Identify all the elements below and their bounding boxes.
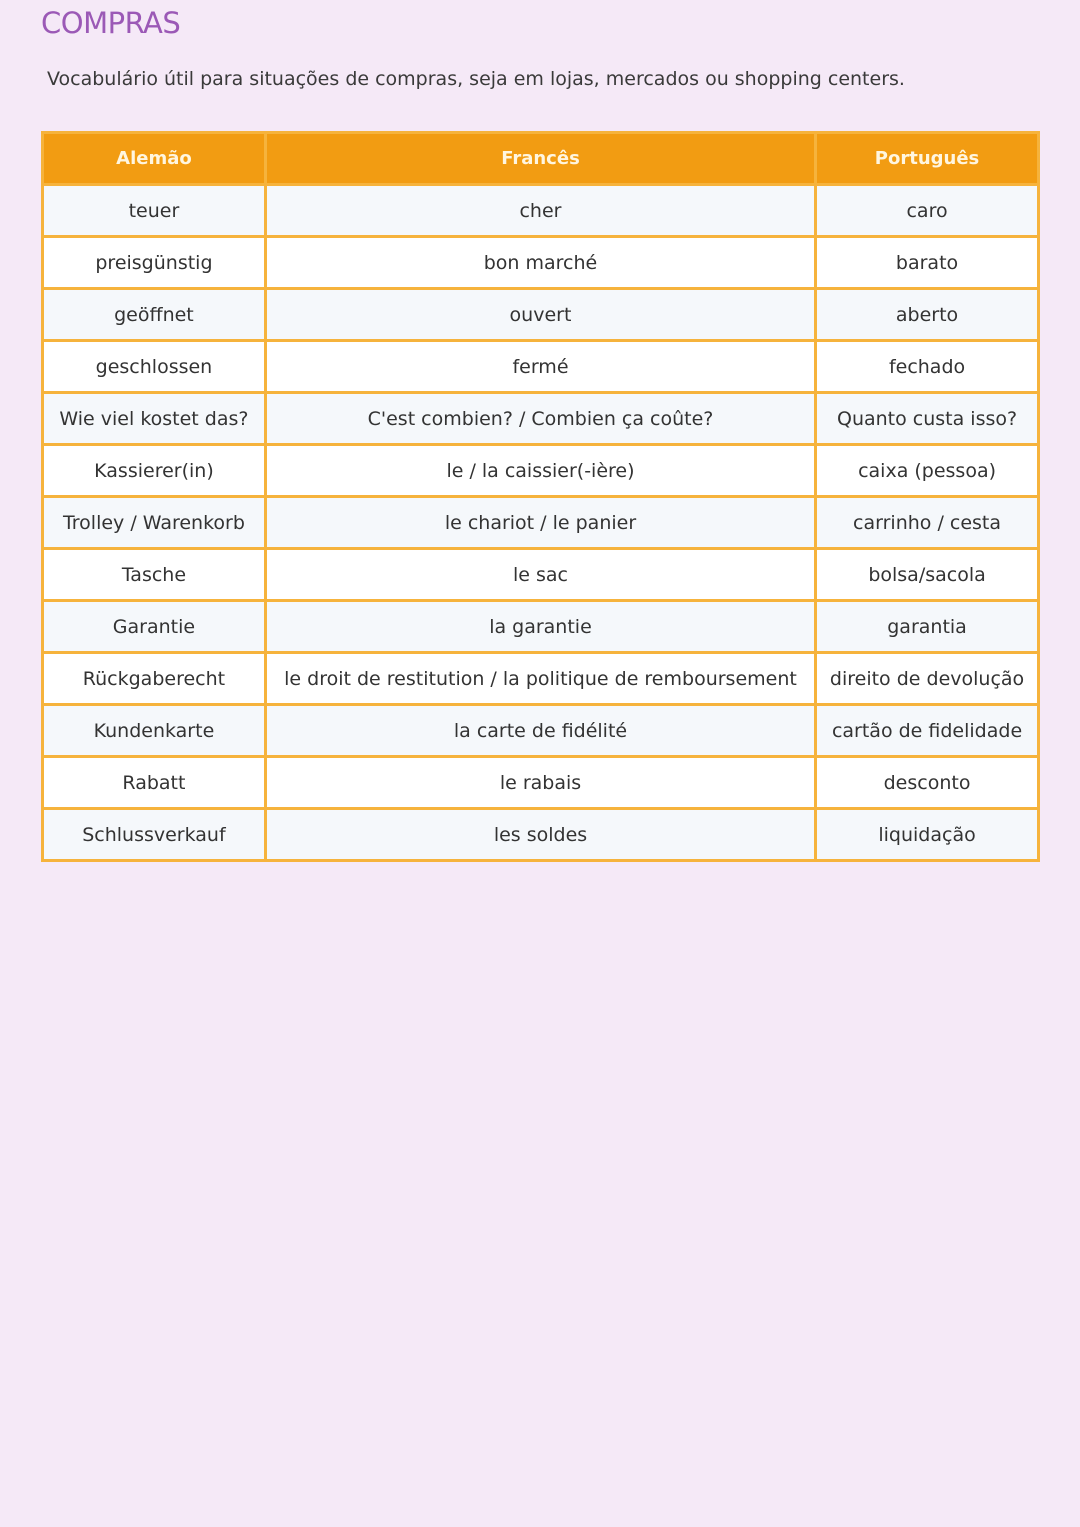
table-row: geöffnet ouvert aberto <box>41 287 1040 342</box>
table-row: Wie viel kostet das? C'est combien? / Com… <box>41 391 1040 446</box>
page-title: COMPRAS <box>41 6 181 40</box>
cell-portuguese: desconto <box>814 755 1040 810</box>
cell-portuguese: fechado <box>814 339 1040 394</box>
cell-german: Wie viel kostet das? <box>41 391 267 446</box>
cell-german: Kassierer(in) <box>41 443 267 498</box>
cell-french: fermé <box>263 339 818 394</box>
cell-portuguese: carrinho / cesta <box>814 495 1040 550</box>
cell-german: preisgünstig <box>41 235 267 290</box>
header-german: Alemão <box>41 131 267 186</box>
cell-portuguese: cartão de fidelidade <box>814 703 1040 758</box>
cell-german: Tasche <box>41 547 267 602</box>
cell-portuguese: bolsa/sacola <box>814 547 1040 602</box>
table-row: preisgünstig bon marché barato <box>41 235 1040 290</box>
cell-portuguese: barato <box>814 235 1040 290</box>
header-portuguese: Português <box>814 131 1040 186</box>
header-french: Francês <box>263 131 818 186</box>
table-row: Kundenkarte la carte de fidélité cartão de… <box>41 703 1040 758</box>
table-row: Garantie la garantie garantia <box>41 599 1040 654</box>
cell-french: le / la caissier(-ière) <box>263 443 818 498</box>
table-row: Kassierer(in) le / la caissier(-ière) caix… <box>41 443 1040 498</box>
cell-german: Rabatt <box>41 755 267 810</box>
table-row: Schlussverkauf les soldes liquidação <box>41 807 1040 862</box>
cell-french: bon marché <box>263 235 818 290</box>
cell-french: la carte de fidélité <box>263 703 818 758</box>
cell-german: geöffnet <box>41 287 267 342</box>
cell-portuguese: direito de devolução <box>814 651 1040 706</box>
cell-german: Rückgaberecht <box>41 651 267 706</box>
cell-portuguese: liquidação <box>814 807 1040 862</box>
cell-french: le droit de restitution / la politique d… <box>263 651 818 706</box>
cell-french: le chariot / le panier <box>263 495 818 550</box>
cell-portuguese: caixa (pessoa) <box>814 443 1040 498</box>
cell-portuguese: Quanto custa isso? <box>814 391 1040 446</box>
page-subtitle: Vocabulário útil para situações de compr… <box>47 68 905 90</box>
cell-portuguese: aberto <box>814 287 1040 342</box>
cell-french: C'est combien? / Combien ça coûte? <box>263 391 818 446</box>
cell-german: Schlussverkauf <box>41 807 267 862</box>
cell-french: la garantie <box>263 599 818 654</box>
cell-german: Trolley / Warenkorb <box>41 495 267 550</box>
cell-french: ouvert <box>263 287 818 342</box>
table-header-row: Alemão Francês Português <box>41 131 1040 186</box>
table-row: geschlossen fermé fechado <box>41 339 1040 394</box>
cell-portuguese: garantia <box>814 599 1040 654</box>
cell-french: les soldes <box>263 807 818 862</box>
cell-german: geschlossen <box>41 339 267 394</box>
table-row: Rückgaberecht le droit de restitution / l… <box>41 651 1040 706</box>
vocabulary-table: Alemão Francês Português teuer cher caro pr… <box>41 131 1040 862</box>
table-row: Trolley / Warenkorb le chariot / le panie… <box>41 495 1040 550</box>
table-row: teuer cher caro <box>41 183 1040 238</box>
cell-portuguese: caro <box>814 183 1040 238</box>
cell-french: le rabais <box>263 755 818 810</box>
cell-german: teuer <box>41 183 267 238</box>
cell-german: Garantie <box>41 599 267 654</box>
cell-french: le sac <box>263 547 818 602</box>
cell-french: cher <box>263 183 818 238</box>
table-row: Tasche le sac bolsa/sacola <box>41 547 1040 602</box>
cell-german: Kundenkarte <box>41 703 267 758</box>
table-row: Rabatt le rabais desconto <box>41 755 1040 810</box>
